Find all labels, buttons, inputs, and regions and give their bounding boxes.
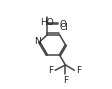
Text: N: N [34,37,41,46]
Text: F: F [48,66,53,75]
Text: F: F [75,66,80,75]
Text: Cl: Cl [59,23,68,32]
Text: HO: HO [40,18,54,27]
Text: F: F [62,76,67,85]
Text: O: O [59,20,66,29]
